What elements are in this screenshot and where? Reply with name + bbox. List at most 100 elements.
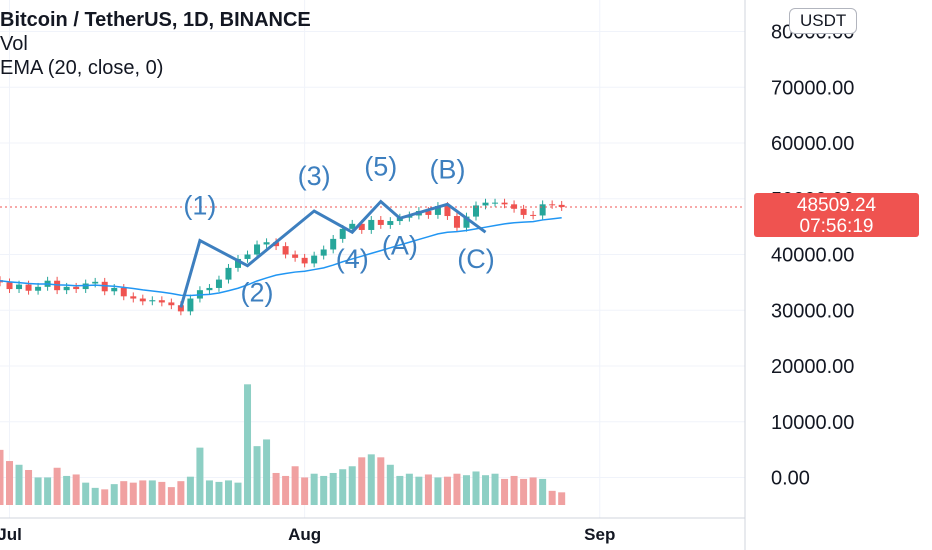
volume-bar xyxy=(53,467,61,505)
volume-bar xyxy=(72,474,80,505)
candle-body xyxy=(215,279,222,288)
volume-bar xyxy=(158,481,166,505)
volume-bar xyxy=(539,478,547,505)
volume-bar xyxy=(415,476,423,505)
volume-bar xyxy=(320,475,328,505)
volume-bar xyxy=(386,464,394,505)
volume-bar xyxy=(272,472,280,505)
last-price-tag: 48509.24 07:56:19 xyxy=(754,193,919,237)
candle-body xyxy=(330,238,337,250)
legend-ema: EMA (20, close, 0) xyxy=(0,57,164,79)
time-tick-label: Sep xyxy=(584,525,615,544)
volume-bar xyxy=(25,469,33,505)
candle-body xyxy=(206,287,213,291)
candle-body xyxy=(558,204,565,208)
volume-bar xyxy=(44,477,52,505)
volume-bar xyxy=(520,478,528,505)
volume-bar xyxy=(196,447,204,505)
volume-bar xyxy=(167,487,175,505)
volume-bar xyxy=(367,454,375,505)
volume-bar xyxy=(282,475,290,505)
wave-label: (C) xyxy=(457,244,494,274)
candle-body xyxy=(63,286,70,291)
volume-bar xyxy=(224,480,232,505)
bar-countdown: 07:56:19 xyxy=(799,216,874,237)
wave-label: (4) xyxy=(336,244,369,274)
volume-bar xyxy=(358,457,366,505)
candle-body xyxy=(225,267,232,280)
volume-bar xyxy=(34,477,42,505)
candle-body xyxy=(16,284,23,290)
volume-bar xyxy=(205,480,213,505)
volume-bar xyxy=(82,482,90,505)
volume-bar xyxy=(434,477,442,505)
candle-body xyxy=(6,282,13,290)
candle-body xyxy=(130,296,137,299)
wave-label: (2) xyxy=(241,278,274,308)
candle-body xyxy=(92,281,99,284)
volume-bar xyxy=(443,476,451,505)
candle-body xyxy=(187,298,194,312)
candle-body xyxy=(73,286,80,290)
volume-bar xyxy=(424,474,432,505)
candle-body xyxy=(520,208,527,215)
volume-bar xyxy=(462,475,470,505)
volume-bar xyxy=(0,449,4,505)
wave-label: (B) xyxy=(429,154,465,184)
time-axis-labels: Jul Aug Sep xyxy=(0,525,615,544)
volume-bar xyxy=(453,473,461,505)
volume-bar xyxy=(15,464,23,505)
volume-bar xyxy=(548,490,556,505)
candle-body xyxy=(139,298,146,302)
price-tick-label: 60000.00 xyxy=(771,133,854,155)
volume-bar xyxy=(91,487,99,505)
volume-bar xyxy=(405,473,413,505)
volume-bar xyxy=(101,489,109,505)
legend-volume: Vol xyxy=(0,33,28,55)
volume-bar xyxy=(348,466,356,505)
candle-body xyxy=(120,287,127,297)
price-tick-label: 70000.00 xyxy=(771,77,854,99)
volume-bar xyxy=(120,481,128,505)
candle-body xyxy=(82,283,89,290)
legend-title: Bitcoin / TetherUS, 1D, BINANCE xyxy=(0,9,311,31)
candle-body xyxy=(387,221,394,225)
candle-body xyxy=(111,287,118,292)
candle-body xyxy=(177,305,184,312)
volume-bar xyxy=(215,481,223,505)
candle-body xyxy=(444,205,451,217)
volume-bar xyxy=(63,475,71,505)
volume-bar xyxy=(263,439,271,505)
candle-body xyxy=(235,258,241,268)
volume-bar xyxy=(491,473,499,505)
candle-body xyxy=(273,242,280,247)
volume-bar xyxy=(291,466,299,505)
currency-badge[interactable]: USDT xyxy=(789,8,858,34)
volume-bar xyxy=(177,481,185,505)
time-tick-label: Jul xyxy=(0,525,22,544)
candle-body xyxy=(311,255,318,264)
volume-bar xyxy=(482,475,490,505)
volume-bar xyxy=(301,477,309,505)
volume-bar xyxy=(186,476,194,505)
candle-body xyxy=(358,223,365,230)
candle-body xyxy=(501,202,508,205)
price-tick-label: 40000.00 xyxy=(771,245,854,267)
volume-bar xyxy=(529,477,537,505)
volume-bar xyxy=(310,473,318,505)
volume-bars xyxy=(0,384,566,505)
volume-bar xyxy=(244,384,252,505)
candle-body xyxy=(482,202,489,206)
candle-body xyxy=(463,216,470,228)
candle-body xyxy=(101,281,108,292)
chart-legend: Bitcoin / TetherUS, 1D, BINANCE Vol EMA … xyxy=(0,8,311,80)
volume-bar xyxy=(510,475,518,505)
volume-bar xyxy=(110,484,118,505)
candle-body xyxy=(549,204,556,206)
volume-bar xyxy=(129,482,137,505)
ema-line xyxy=(0,216,562,297)
candle-body xyxy=(539,204,546,216)
candle-body xyxy=(25,284,32,291)
candle-body xyxy=(263,242,270,245)
